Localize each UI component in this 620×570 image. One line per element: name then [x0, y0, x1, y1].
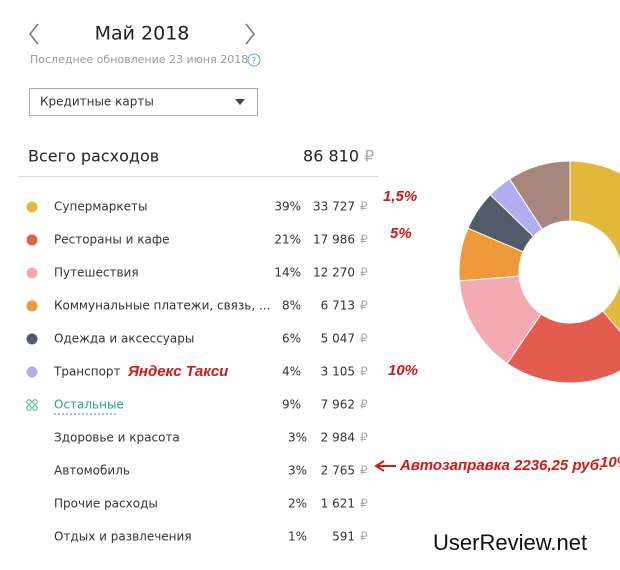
currency: ₽ [360, 398, 368, 412]
category-name: Прочие расходы [54, 497, 158, 511]
currency: ₽ [360, 431, 368, 445]
arrow [374, 460, 396, 472]
amount: 12 270 [313, 266, 355, 280]
donut-segment [489, 178, 543, 238]
currency: ₽ [360, 266, 368, 280]
total-amount: 86 810 [303, 147, 359, 166]
category-name: Одежда и аксессуары [54, 332, 194, 346]
donut-segment [569, 160, 620, 333]
percent: 4% [282, 365, 301, 379]
help-icon[interactable] [247, 53, 261, 67]
total-currency: ₽ [364, 147, 374, 166]
percent: 3% [288, 464, 307, 478]
amount: 33 727 [313, 200, 355, 214]
others-icon [26, 399, 32, 405]
percent: 3% [288, 431, 307, 445]
percent: 9% [282, 398, 301, 412]
amount: 7 962 [321, 398, 355, 412]
legend-dot [26, 300, 38, 312]
month: Май 2018 [95, 23, 190, 45]
dropdown-label: Кредитные карты [40, 95, 154, 109]
percent: 8% [282, 299, 301, 313]
amount: 17 986 [313, 233, 355, 247]
amount: 5 047 [321, 332, 355, 346]
category-name: Коммунальные платежи, связь, ... [54, 299, 270, 313]
prev-month[interactable] [29, 23, 39, 45]
donut-segment [506, 310, 620, 384]
watermark: UserReview.net [433, 530, 587, 555]
category-name: Транспорт [53, 365, 121, 379]
next-month[interactable] [245, 23, 255, 45]
legend-dot [26, 234, 38, 246]
currency: ₽ [360, 365, 368, 379]
donut-segment [458, 227, 524, 282]
amount: 1 621 [321, 497, 355, 511]
total-label: Всего расходов [28, 147, 159, 166]
category-name: Рестораны и кафе [54, 233, 170, 247]
currency: ₽ [360, 497, 368, 511]
amount: 591 [332, 530, 355, 544]
category-name: Путешествия [54, 266, 139, 280]
percent: 2% [288, 497, 307, 511]
annotation: Автозаправка 2236,25 руб. [399, 457, 603, 474]
donut-segment [458, 275, 542, 365]
category-name[interactable]: Остальные [54, 398, 124, 412]
annotation: 5% [390, 225, 412, 242]
annotation: 1,5% [383, 188, 417, 205]
amount: 3 105 [321, 365, 355, 379]
category-name: Автомобиль [54, 464, 130, 478]
category-name: Отдых и развлечения [54, 530, 192, 544]
donut-segment [467, 194, 535, 253]
currency: ₽ [360, 332, 368, 346]
amount: 6 713 [321, 299, 355, 313]
dropdown-arrow [235, 99, 245, 105]
legend-dot [26, 366, 38, 378]
annotation: 10% [600, 454, 620, 471]
percent: 6% [282, 332, 301, 346]
percent: 14% [274, 266, 301, 280]
category-name: Супермаркеты [54, 200, 147, 214]
currency: ₽ [360, 200, 368, 214]
others-icon [32, 405, 38, 411]
percent: 1% [288, 530, 307, 544]
others-icon [32, 399, 38, 405]
currency: ₽ [360, 530, 368, 544]
currency: ₽ [360, 464, 368, 478]
percent: 21% [274, 233, 301, 247]
updated: Последнее обновление 23 июня 2018 [30, 53, 248, 66]
annotation: Яндекс Такси [127, 363, 228, 380]
legend-dot [26, 333, 38, 345]
legend-dot [26, 201, 38, 213]
legend-dot [26, 267, 38, 279]
category-name: Здоровье и красота [54, 431, 180, 445]
currency: ₽ [360, 233, 368, 247]
others-icon [26, 405, 32, 411]
annotation: 10% [388, 362, 418, 379]
help-mark: ? [252, 57, 257, 67]
amount: 2 765 [321, 464, 355, 478]
amount: 2 984 [321, 431, 355, 445]
dropdown[interactable] [29, 88, 258, 116]
percent: 39% [274, 200, 301, 214]
currency: ₽ [360, 299, 368, 313]
